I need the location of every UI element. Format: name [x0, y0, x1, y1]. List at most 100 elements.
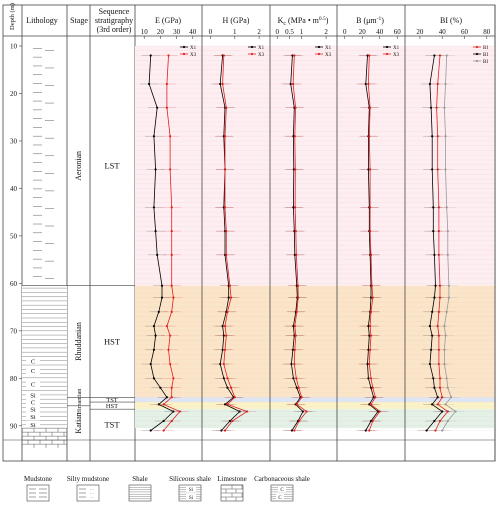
data-point	[431, 334, 434, 337]
data-point	[154, 230, 157, 233]
depth-tick-label: 30	[10, 137, 18, 145]
swatch-bg	[186, 494, 196, 500]
data-point	[167, 54, 170, 57]
data-point	[295, 377, 298, 380]
depth-axis: 10 20 30 40 50 60 70 80 90	[3, 43, 495, 441]
sequence-label: TST	[106, 397, 118, 404]
legend-lith-label: Silty mudstone	[67, 475, 109, 483]
legend-marker	[385, 52, 389, 56]
swatch-symbol: Si	[189, 488, 194, 493]
litho-symbol-bg	[26, 413, 40, 421]
litho-symbol-bg	[26, 405, 40, 413]
data-point	[441, 410, 444, 413]
legend-marker	[182, 45, 186, 49]
stage-header: Stage	[70, 16, 88, 25]
data-point	[444, 168, 447, 171]
data-point	[370, 284, 373, 287]
depth-tick-label: 50	[10, 232, 18, 240]
data-point	[293, 206, 297, 209]
litho-symbol: Si	[30, 414, 36, 421]
data-point	[147, 82, 151, 86]
data-point	[149, 362, 152, 366]
data-point	[169, 135, 172, 138]
legend-label: BI	[483, 53, 488, 58]
data-point	[431, 403, 434, 406]
data-point	[369, 253, 373, 256]
series-line	[367, 55, 381, 431]
data-point	[428, 324, 432, 328]
data-point	[165, 106, 168, 109]
stage-label: Hirnantian	[77, 389, 83, 415]
data-point	[294, 106, 297, 109]
sequence-label: LST	[104, 161, 120, 171]
data-point	[162, 429, 165, 432]
data-point	[454, 410, 457, 413]
x-tick-label: 0	[209, 28, 213, 36]
data-point	[152, 348, 156, 351]
data-point	[371, 419, 374, 423]
data-point	[441, 429, 444, 432]
data-point	[293, 362, 296, 366]
data-point	[445, 377, 448, 380]
legend-marker	[317, 52, 321, 56]
legend-marker	[475, 52, 479, 56]
data-point	[443, 362, 446, 366]
legend-marker	[385, 45, 389, 49]
series-line	[219, 55, 241, 431]
data-point	[428, 82, 432, 86]
data-point	[450, 396, 453, 399]
data-point	[225, 334, 228, 337]
data-point	[223, 324, 227, 328]
chart-panels: 10 20 30 40 X1 X3 0 1 2 X1 X3 0 0.5 1 2 X1 X3 0 20 40 60 X1 X3…	[135, 5, 496, 461]
x-tick-label: 2	[324, 28, 328, 36]
data-point	[295, 403, 298, 406]
legend-label: X1	[258, 46, 265, 51]
data-point	[432, 377, 435, 380]
series-line	[162, 55, 181, 431]
data-point	[170, 284, 173, 287]
x-tick-label: 0.5	[285, 28, 294, 36]
series-line	[435, 55, 449, 431]
zone-band	[135, 409, 495, 429]
data-point	[305, 410, 308, 413]
data-point	[444, 334, 447, 337]
data-point	[170, 206, 173, 209]
data-point	[446, 386, 449, 389]
swatch-bg	[186, 486, 196, 492]
data-point	[446, 419, 449, 423]
x-tick-label: 20	[359, 28, 367, 36]
x-tick-label: 20	[416, 28, 424, 36]
data-point	[222, 362, 225, 366]
legend-marker	[250, 52, 254, 56]
data-point	[156, 106, 159, 109]
x-tick-label: 10	[141, 28, 149, 36]
legend-marker	[475, 45, 479, 49]
data-point	[431, 168, 434, 171]
chart-panel: 0 20 40 60 X1 X3	[337, 5, 406, 461]
data-point	[429, 348, 433, 351]
legend-label: X3	[190, 53, 197, 58]
legend-lith-swatch	[128, 484, 152, 502]
depth-tick-label: 80	[10, 375, 18, 383]
stage-label: Aeronian	[74, 151, 83, 181]
data-point	[369, 377, 373, 380]
data-point	[165, 82, 168, 86]
data-point	[297, 386, 300, 389]
x-tick-label: 40	[376, 28, 384, 36]
data-point	[445, 54, 448, 57]
data-point	[433, 386, 436, 389]
series-line	[426, 55, 443, 431]
zone-band	[135, 397, 495, 403]
data-point	[447, 296, 450, 299]
x-tick-label: 1	[233, 28, 237, 36]
data-point	[294, 334, 297, 337]
x-tick-label: 40	[439, 28, 447, 36]
data-point	[223, 429, 227, 432]
data-point	[230, 386, 233, 389]
data-point	[371, 296, 374, 299]
data-point	[369, 106, 372, 109]
panel-title-h: H (GPa)	[223, 16, 250, 25]
sequence-zones	[135, 46, 495, 429]
lithology-header: Lithology	[26, 16, 58, 25]
